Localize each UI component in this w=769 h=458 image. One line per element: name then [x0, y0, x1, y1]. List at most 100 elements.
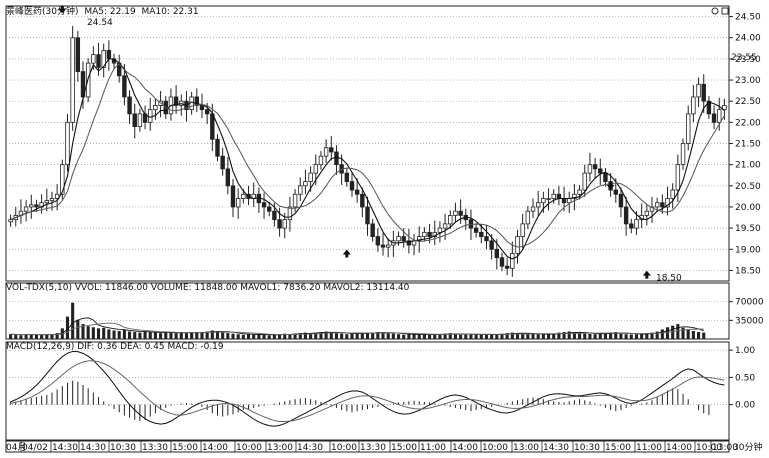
corner-buttons[interactable]	[711, 7, 729, 15]
candle-body	[706, 100, 712, 115]
candle-body	[225, 168, 231, 187]
x-tick-label: 14:30	[52, 443, 78, 453]
candle-body	[494, 248, 500, 259]
candle-body	[60, 164, 65, 195]
candle-body	[153, 105, 158, 111]
candle-body	[49, 198, 55, 202]
x-tick-label: 15:00	[605, 443, 631, 453]
volume-tick-label: 70000	[735, 298, 764, 308]
x-tick-label: 10:00	[482, 443, 508, 453]
price-tick-label: 22.00	[735, 118, 761, 128]
down-arrow-icon	[606, 181, 615, 190]
candle-body	[375, 236, 381, 246]
x-tick-label: 30分钟	[733, 441, 762, 453]
square-icon[interactable]	[721, 7, 729, 15]
candle-body	[598, 168, 603, 174]
candle-body	[437, 227, 443, 233]
candle-body	[96, 54, 101, 68]
candle-body	[70, 37, 75, 123]
axis-frame	[5, 440, 730, 453]
candle-body	[122, 75, 127, 98]
x-tick-label: 14:00	[666, 443, 692, 453]
candle-body	[354, 189, 360, 195]
candle-body	[525, 210, 531, 225]
x-tick-label: 04月	[6, 442, 26, 453]
macd-histogram	[10, 380, 710, 421]
candle-body	[556, 193, 562, 199]
candle-body	[344, 172, 350, 182]
candle-body	[577, 189, 582, 195]
candle-body	[261, 202, 267, 208]
candle-body	[442, 223, 448, 229]
candle-body	[629, 223, 634, 229]
x-tick-label: 10:00	[331, 443, 357, 453]
dea-line	[10, 360, 725, 422]
candle-body	[235, 198, 241, 208]
candle-body	[220, 155, 225, 170]
candle-body	[318, 155, 324, 166]
current-price-label: 23.55	[731, 53, 757, 63]
price-tick-label: 19.50	[735, 224, 761, 234]
candle-body	[680, 143, 686, 166]
candle-body	[241, 193, 246, 199]
price-tick-label: 24.00	[735, 34, 761, 44]
candle-body	[292, 193, 298, 208]
circle-icon[interactable]	[711, 7, 719, 15]
candle-body	[385, 244, 391, 248]
candle-body	[613, 189, 618, 195]
volume-ma10-line	[10, 322, 704, 336]
candle-body	[701, 83, 706, 102]
candle-body	[267, 206, 272, 212]
candle-body	[711, 113, 717, 123]
candle-body	[75, 37, 81, 72]
up-arrow-icon	[342, 249, 351, 258]
candle-body	[675, 164, 681, 191]
volume-bars	[9, 302, 706, 339]
candle-body	[722, 105, 727, 111]
panel-frame	[5, 341, 730, 441]
candle-body	[329, 147, 334, 153]
candle-body	[132, 113, 137, 127]
candle-body	[199, 105, 205, 111]
candle-body	[417, 236, 422, 242]
candle-body	[448, 215, 453, 225]
candle-body	[272, 210, 277, 221]
macd-tick-label: 0.50	[735, 373, 755, 383]
candle-body	[665, 198, 670, 208]
candle-body	[303, 181, 308, 187]
x-tick-label: 13:00	[267, 443, 293, 453]
x-tick-label: 14:00	[202, 443, 228, 453]
candle-body	[572, 193, 577, 199]
x-tick-label: 14:30	[80, 443, 106, 453]
candle-body	[360, 193, 365, 208]
candle-body	[515, 236, 520, 254]
x-tick-label: 10:00	[236, 443, 262, 453]
x-tick-label: 10:00	[696, 443, 722, 453]
candle-body	[603, 172, 608, 182]
candle-body	[277, 219, 282, 229]
candle-body	[34, 204, 39, 208]
candle-body	[137, 113, 143, 127]
candle-body	[127, 96, 132, 115]
candle-body	[210, 113, 215, 140]
x-tick-label: 13:30	[142, 443, 168, 453]
candle-body	[520, 223, 525, 237]
price-tick-label: 18.50	[735, 266, 761, 276]
price-panel-header: 景峰医药(30分钟) MA5: 22.19 MA10: 22.31	[6, 5, 199, 17]
candle-body	[592, 164, 598, 170]
price-annotations: 24.54 18.50	[58, 5, 682, 283]
candle-body	[215, 138, 220, 157]
x-tick-label: 15:00	[391, 443, 417, 453]
candle-body	[453, 210, 458, 216]
candle-body	[567, 198, 572, 204]
candle-body	[587, 164, 593, 174]
candle-body	[230, 185, 236, 208]
candle-body	[101, 50, 106, 68]
price-annotation: 24.54	[87, 18, 113, 28]
price-tick-label: 23.00	[735, 76, 761, 86]
candle-body	[44, 200, 50, 204]
x-tick-label: 11:00	[420, 443, 446, 453]
candle-body	[489, 240, 494, 250]
